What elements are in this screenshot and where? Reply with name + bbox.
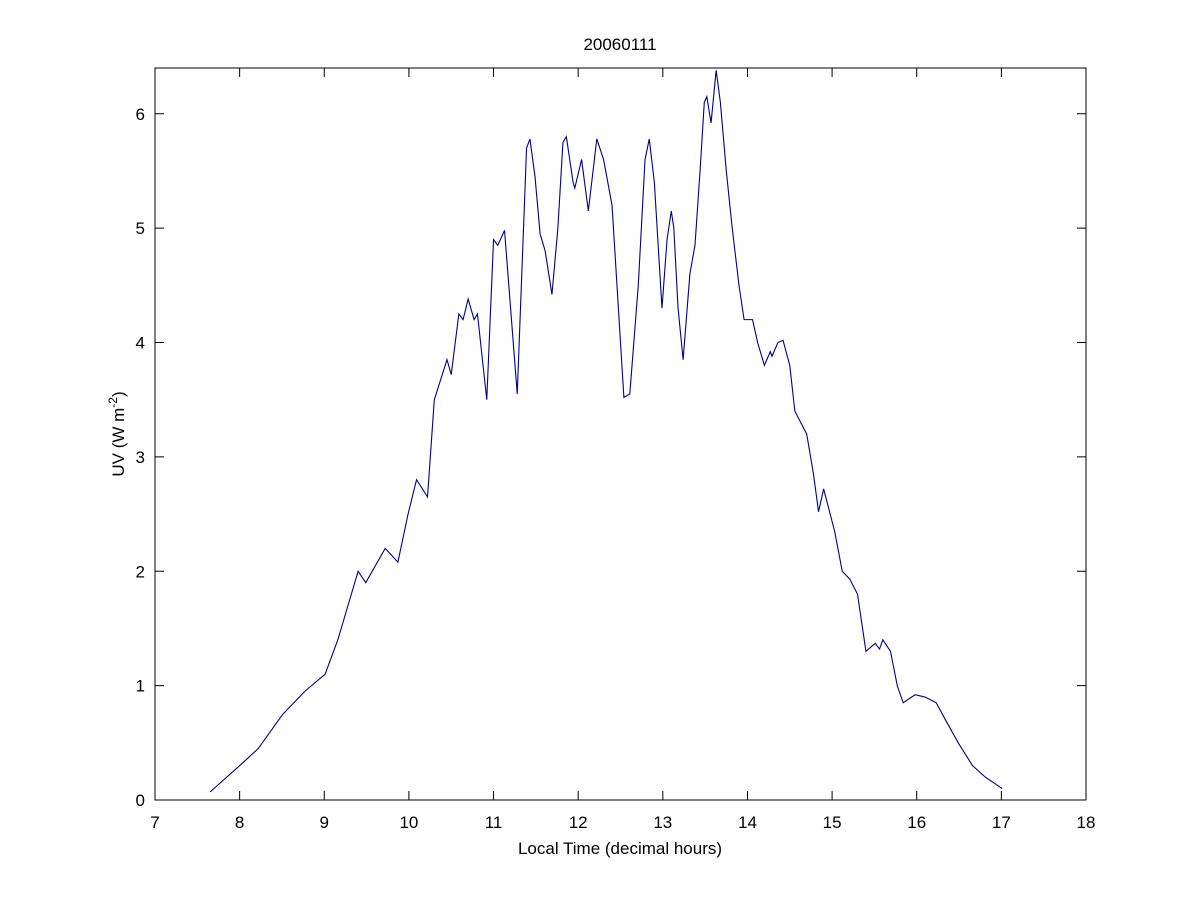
chart-title: 20060111 [583, 35, 656, 54]
y-tick-label: 5 [136, 219, 145, 238]
x-tick-label: 9 [320, 813, 329, 832]
x-tick-label: 15 [823, 813, 842, 832]
x-tick-label: 18 [1077, 813, 1096, 832]
x-tick-label: 12 [569, 813, 588, 832]
data-line [209, 70, 1003, 793]
plot-box [154, 67, 1087, 801]
y-axis-label: UV (W m-2) [106, 391, 128, 476]
y-label-close: ) [109, 391, 128, 397]
y-tick-label: 4 [136, 334, 145, 353]
x-tick-label: 16 [907, 813, 926, 832]
y-tick-label: 3 [136, 448, 145, 467]
y-label-exponent: -2 [106, 397, 120, 408]
x-tick-label: 11 [485, 813, 503, 832]
x-tick-label: 10 [399, 813, 418, 832]
x-tick-label: 7 [150, 813, 159, 832]
x-tick-label: 14 [738, 813, 757, 832]
x-tick-label: 17 [992, 813, 1011, 832]
x-tick-label: 13 [653, 813, 672, 832]
y-label-text: UV (W m [109, 408, 128, 477]
x-axis-label: Local Time (decimal hours) [518, 839, 722, 858]
y-tick-label: 0 [136, 791, 145, 810]
y-tick-label: 6 [136, 105, 145, 124]
y-tick-label: 2 [136, 562, 145, 581]
y-tick-label: 1 [136, 677, 145, 696]
x-tick-label: 8 [235, 813, 244, 832]
